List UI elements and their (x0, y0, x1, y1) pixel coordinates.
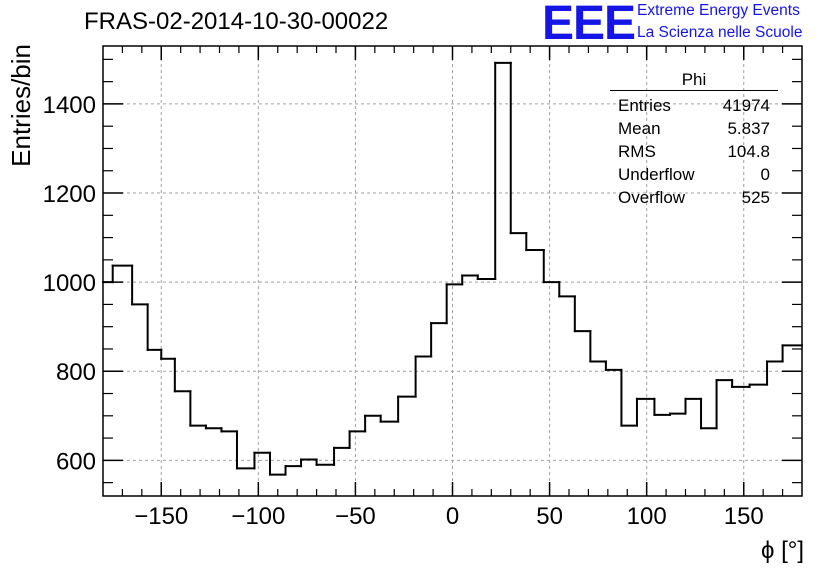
y-tick-label: 1400 (43, 92, 96, 119)
stats-box: Phi Entries 41974 Mean 5.837 RMS 104.8 U… (610, 70, 778, 210)
x-axis-label: ϕ [°] (761, 537, 804, 564)
x-tick-label: −50 (335, 503, 376, 530)
x-tick-label: 50 (536, 503, 563, 530)
stats-row-overflow: Overflow 525 (610, 187, 778, 210)
logo-line-2: La Scienza nelle Scuole (637, 24, 803, 41)
x-tick-label: 0 (446, 503, 459, 530)
stats-label: Entries (618, 96, 671, 115)
axis-ticks (103, 46, 802, 496)
stats-row-underflow: Underflow 0 (610, 164, 778, 187)
eee-logo: EEE (542, 0, 636, 50)
stats-value: 525 (741, 188, 770, 207)
stats-label: Overflow (618, 188, 686, 207)
y-tick-label: 1000 (43, 270, 96, 297)
grid (103, 46, 802, 496)
stats-value: 41974 (722, 96, 770, 115)
chart-title: FRAS-02-2014-10-30-00022 (84, 8, 389, 35)
tick-labels: −150 −100 −50 0 50 100 150 600 800 1000 1200 1400 (43, 92, 764, 530)
stats-value: 5.837 (727, 119, 770, 138)
stats-label: RMS (618, 142, 656, 161)
stats-box-title: Phi (610, 70, 778, 91)
x-tick-label: −100 (231, 503, 285, 530)
x-tick-label: 100 (627, 503, 667, 530)
stats-label: Underflow (618, 165, 695, 184)
y-tick-label: 1200 (43, 181, 96, 208)
x-tick-label: 150 (724, 503, 764, 530)
x-tick-label: −150 (134, 503, 188, 530)
stats-row-mean: Mean 5.837 (610, 118, 778, 141)
stats-value: 104.8 (727, 142, 770, 161)
stats-value: 0 (760, 165, 770, 184)
logo-line-1: Extreme Energy Events (637, 2, 800, 19)
y-axis-label: Entries/bin (6, 44, 36, 167)
y-tick-label: 800 (56, 359, 96, 386)
stats-label: Mean (618, 119, 661, 138)
stats-row-rms: RMS 104.8 (610, 141, 778, 164)
stats-row-entries: Entries 41974 (610, 95, 778, 118)
y-tick-label: 600 (56, 448, 96, 475)
